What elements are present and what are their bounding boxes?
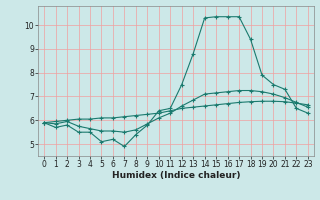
X-axis label: Humidex (Indice chaleur): Humidex (Indice chaleur) <box>112 171 240 180</box>
